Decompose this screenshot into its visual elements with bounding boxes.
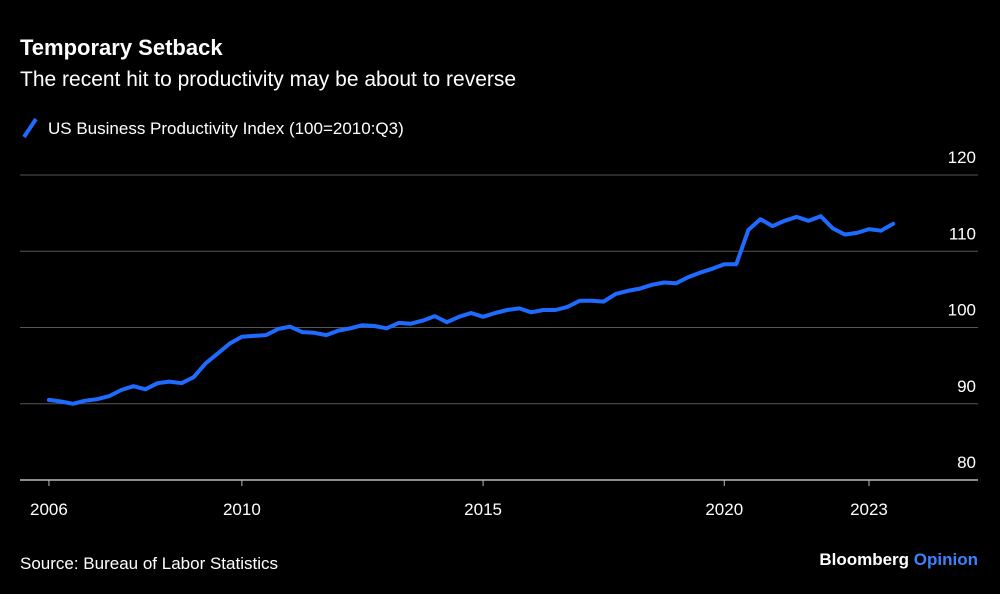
x-tick-label: 2010 (223, 500, 261, 519)
chart-subtitle: The recent hit to productivity may be ab… (20, 68, 516, 91)
source: Source: Bureau of Labor Statistics (20, 554, 278, 573)
y-tick-label: 80 (957, 453, 976, 472)
data-line (46, 214, 896, 406)
x-tick-label: 2020 (705, 500, 743, 519)
y-tick-label: 100 (948, 301, 976, 320)
y-tick-label: 90 (957, 377, 976, 396)
chart-title: Temporary Setback (20, 35, 223, 60)
y-tick-label: 120 (948, 148, 976, 167)
brand-name: Bloomberg (819, 550, 909, 569)
x-tick-label: 2006 (30, 500, 68, 519)
brand-section: Opinion (914, 550, 978, 569)
brand: Bloomberg Opinion (819, 550, 978, 569)
x-tick-label: 2015 (464, 500, 502, 519)
x-tick-label: 2023 (850, 500, 888, 519)
y-tick-label: 110 (949, 224, 976, 243)
legend-label: US Business Productivity Index (100=2010… (48, 119, 404, 138)
legend-swatch (22, 117, 38, 139)
